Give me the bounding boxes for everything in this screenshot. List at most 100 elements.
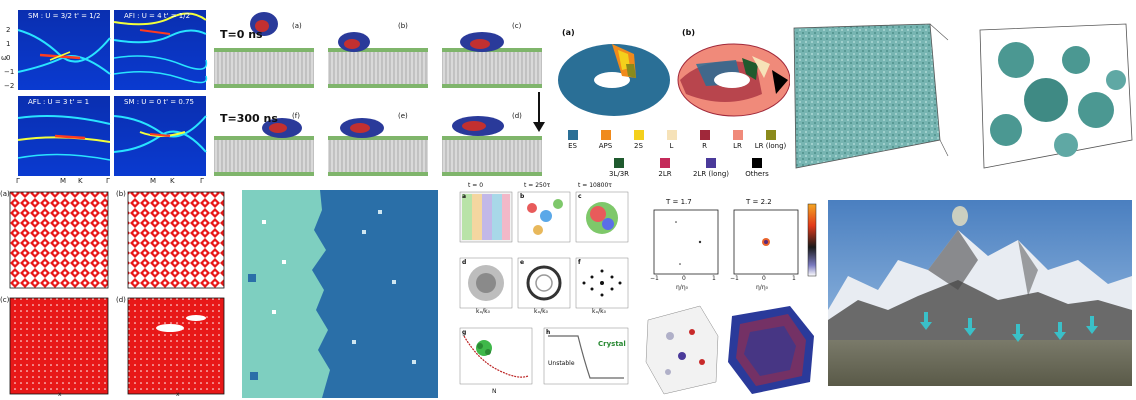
legend-item: L — [655, 130, 688, 154]
torus-letter-b: (b) — [682, 28, 696, 37]
band-ytick-1: 2 — [6, 26, 11, 34]
temp-xtick-3: 0 — [682, 275, 686, 282]
legend-swatch — [752, 158, 762, 168]
mountain-photo — [828, 200, 1132, 386]
membrane-row-1 — [214, 12, 542, 88]
crystal-letter-f: f — [578, 259, 581, 266]
lattice-svg — [645, 305, 814, 395]
phase-mosaic — [242, 190, 438, 398]
legend-swatch — [765, 130, 776, 140]
torus-figure: (a) (b) ES APS 2S L R LR LR (long) 3L/3R 2LR 2LR… — [556, 24, 790, 184]
legend: ES APS 2S L R LR LR (long) 3L/3R 2LR 2LR (long) O… — [556, 130, 790, 184]
torus-b — [677, 43, 790, 117]
band-ytick-2: 1 — [6, 40, 11, 48]
kx-label-3: kₓ/k₀ — [592, 308, 607, 315]
band-title-1: SM : U = 3/2 t' = 1/2 — [28, 12, 101, 20]
perc-xlabel-2: x — [176, 391, 180, 398]
band-ytick-3: 0 — [6, 54, 11, 62]
band-xtick-5: M — [150, 177, 157, 185]
legend-item: Others — [734, 158, 780, 182]
legend-item: R — [688, 130, 721, 154]
legend-item: LR — [721, 130, 754, 154]
legend-row-1: ES APS 2S L R LR LR (long) — [556, 130, 790, 154]
legend-label: 2S — [634, 142, 643, 150]
membrane-letter-c: (c) — [512, 22, 522, 30]
legend-swatch — [614, 158, 624, 168]
legend-swatch — [666, 130, 677, 140]
percolation-svg — [9, 191, 225, 395]
temp-xtick-5: 1 — [712, 275, 716, 282]
torus-a — [558, 44, 670, 116]
perc-letter-b: (b) — [116, 190, 126, 198]
time-label-1: t = 0 — [468, 182, 484, 189]
temp-xlabel-2: η/η₀ — [756, 284, 769, 291]
membrane-letter-a: (a) — [292, 22, 302, 30]
percolation-figure: (a) (b) (c) (d) x x — [0, 188, 226, 400]
legend-label: Others — [745, 170, 769, 178]
legend-swatch — [699, 130, 710, 140]
legend-label: APS — [598, 142, 613, 150]
crystal-letter-a: a — [462, 193, 467, 200]
band-xtick-6: K — [170, 177, 175, 185]
band-structure-grid: SM : U = 3/2 t' = 1/2 AFI : U = 4 t' = 1… — [0, 0, 212, 186]
perc-xlabel-1: x — [58, 391, 62, 398]
membrane-figure: T=0 ns T=300 ns (a) (b) (c) (f) (e) (d) — [212, 0, 552, 182]
kx-label-2: kₓ/k₀ — [534, 308, 549, 315]
crystal-letter-b: b — [520, 193, 525, 200]
membrane-row2-label: T=300 ns — [220, 112, 278, 125]
legend-swatch — [732, 130, 743, 140]
arrows — [920, 312, 1098, 342]
legend-item: 3L/3R — [596, 158, 642, 182]
legend-label: L — [669, 142, 674, 150]
band-xtick-1: Γ — [16, 177, 20, 185]
time-label-3: t = 10800τ — [578, 182, 612, 189]
legend-label: R — [702, 142, 707, 150]
band-ytick-4: −1 — [4, 68, 15, 76]
torus-svg — [558, 43, 790, 117]
time-arrow — [533, 92, 545, 132]
band-ylabel: ω — [1, 54, 7, 62]
membrane-letter-e: (e) — [398, 112, 408, 120]
perc-letter-a: (a) — [0, 190, 10, 198]
crystal-letter-c: c — [578, 193, 582, 200]
band-title-3: AFL : U = 3 t' = 1 — [28, 98, 90, 106]
torus-letter-a: (a) — [562, 28, 575, 37]
legend-item: 2LR (long) — [688, 158, 734, 182]
band-ytick-5: −2 — [4, 82, 15, 90]
membrane-letter-b: (b) — [398, 22, 408, 30]
cube-figure-2 — [976, 20, 1136, 174]
crystal-svg — [459, 191, 629, 385]
crystal-letter-h: h — [546, 329, 551, 336]
time-label-2: t = 250τ — [524, 182, 551, 189]
temp-xtick-6: −1 — [730, 275, 739, 282]
crystal-figure: t = 0 t = 250τ t = 10800τ a b c d e f g … — [448, 180, 632, 400]
g-xlabel: N — [492, 388, 497, 395]
label-unstable: Unstable — [548, 360, 575, 367]
temperature-svg — [653, 203, 817, 277]
band-panel-2 — [113, 10, 208, 90]
band-structure-svg — [17, 10, 208, 176]
legend-item: 2LR — [642, 158, 688, 182]
legend-swatch — [633, 130, 644, 140]
legend-swatch — [600, 130, 611, 140]
band-xtick-2: M — [60, 177, 67, 185]
legend-swatch — [567, 130, 578, 140]
mosaic-svg — [242, 190, 438, 398]
legend-label: ES — [568, 142, 577, 150]
crystal-letter-e: e — [520, 259, 525, 266]
legend-item: ES — [556, 130, 589, 154]
legend-item: 2S — [622, 130, 655, 154]
cube-svg-1 — [793, 23, 949, 169]
membrane-svg — [214, 12, 545, 176]
legend-label: 2LR — [658, 170, 672, 178]
legend-label: LR (long) — [754, 142, 787, 150]
temp-title-1: T = 1.7 — [666, 198, 692, 206]
legend-label: LR — [733, 142, 742, 150]
band-xtick-3: K — [78, 177, 83, 185]
temp-xlabel-1: η/η₀ — [676, 284, 689, 291]
temp-xtick-8: 0 — [762, 275, 766, 282]
band-xtick-4: Γ — [106, 177, 110, 185]
legend-swatch — [706, 158, 716, 168]
cube-svg-2 — [979, 23, 1133, 169]
membrane-letter-d: (d) — [512, 112, 522, 120]
